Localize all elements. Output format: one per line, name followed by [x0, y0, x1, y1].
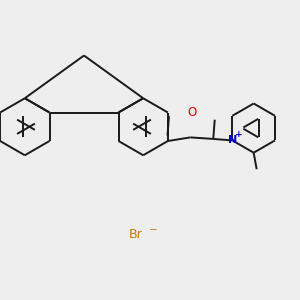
Text: +: +	[235, 130, 242, 139]
Text: −: −	[148, 225, 158, 236]
Text: Br: Br	[129, 227, 142, 241]
Text: O: O	[187, 106, 196, 119]
Text: N: N	[228, 135, 237, 146]
